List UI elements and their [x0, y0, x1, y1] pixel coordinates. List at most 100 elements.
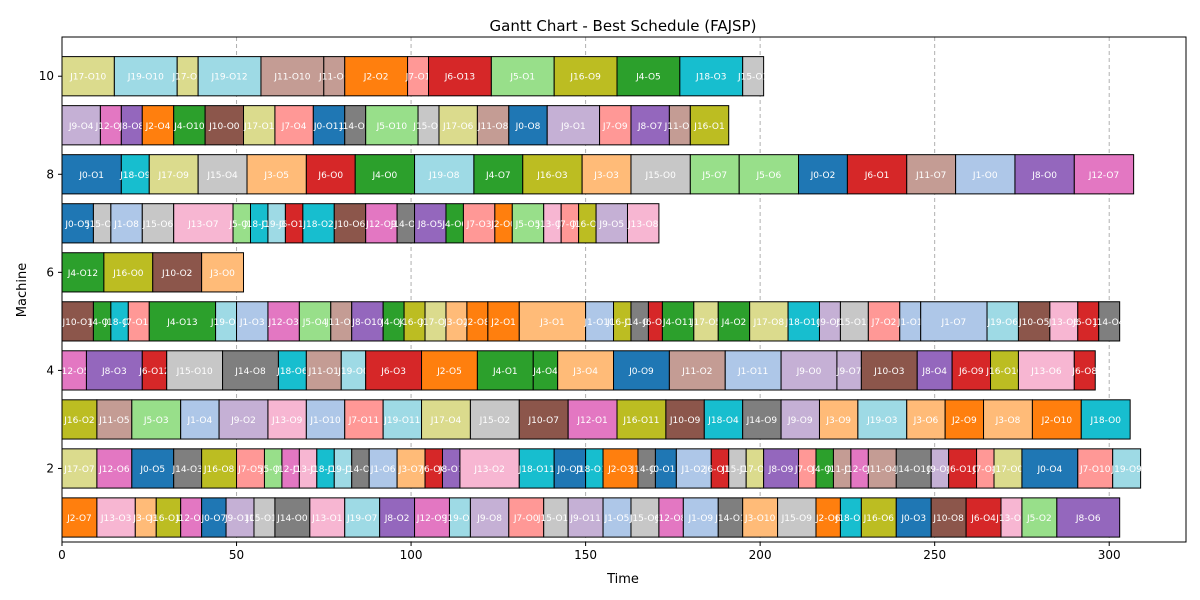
x-tick-label: 0 — [58, 548, 66, 562]
gantt-bar-label: J1-O0 — [972, 171, 998, 181]
gantt-bar-label: J18-O12 — [575, 465, 612, 475]
gantt-bar-label: J0-O11 — [313, 122, 344, 132]
gantt-bar — [724, 350, 782, 391]
gantt-bar-label: J12-O4 — [274, 465, 306, 475]
gantt-bar-label: J14-O5 — [339, 122, 370, 132]
gantt-bar-label: J15-O11 — [245, 514, 282, 524]
gantt-bar — [1021, 497, 1058, 538]
gantt-bar — [518, 399, 569, 440]
gantt-bar-label: J4-O7 — [485, 171, 511, 181]
gantt-bar-label: J15-O11 — [835, 318, 872, 328]
gantt-bar — [599, 105, 632, 146]
gantt-bar-label: J16-O10 — [985, 367, 1022, 377]
x-tick-label: 300 — [1098, 548, 1121, 562]
gantt-bar — [1080, 399, 1131, 440]
gantt-bar-label: J19-O6 — [987, 318, 1019, 328]
gantt-bar-label: J10-O0 — [208, 122, 240, 132]
gantt-bar-label: J16-O3 — [536, 171, 567, 181]
gantt-bar — [1112, 448, 1142, 489]
gantt-bar-label: J2-O1 — [490, 318, 516, 328]
gantt-bar — [511, 203, 545, 244]
gantt-bar — [414, 203, 447, 244]
gantt-bar — [473, 154, 524, 195]
gantt-bar-label: J16-O6 — [863, 514, 895, 524]
gantt-bar-label: J2-O0 — [490, 220, 516, 230]
gantt-bar-label: J17-O2 — [419, 318, 450, 328]
gantt-bar — [110, 203, 143, 244]
gantt-bar-label: J12-O8 — [95, 122, 127, 132]
gantt-bar — [717, 301, 751, 342]
gantt-bar — [204, 105, 245, 146]
gantt-bar-label: J12-O3 — [267, 318, 298, 328]
gantt-bar — [274, 497, 311, 538]
x-tick-label: 150 — [574, 548, 597, 562]
gantt-bar-label: J13-O4 — [536, 220, 568, 230]
gantt-bar — [616, 399, 667, 440]
gantt-bar — [948, 448, 978, 489]
gantt-bar-label: J11-O4 — [866, 465, 898, 475]
gantt-bar — [344, 399, 384, 440]
gantt-bar — [658, 497, 684, 538]
gantt-bar-label: J11-O10 — [273, 73, 310, 83]
gantt-bar-label: J17-O3 — [171, 73, 202, 83]
gantt-bar-label: J13-O3 — [292, 465, 323, 475]
gantt-bar-label: J0-O1 — [78, 171, 104, 181]
gantt-bar — [152, 252, 203, 293]
gantt-bar — [1031, 399, 1082, 440]
gantt-bar-label: J18-O10 — [785, 318, 822, 328]
gantt-bar-label: J13-O7 — [187, 220, 218, 230]
gantt-bar — [846, 154, 908, 195]
gantt-bar — [567, 497, 604, 538]
gantt-bar-label: J19-O7 — [327, 465, 358, 475]
gantt-bar-label: J17-O7 — [63, 465, 94, 475]
gantt-bar-label: J17-O4 — [430, 416, 462, 426]
gantt-bar-label: J6-O10 — [704, 465, 736, 475]
gantt-bar-label: J12-O7 — [1088, 171, 1119, 181]
gantt-bar — [305, 154, 356, 195]
gantt-bar — [581, 154, 632, 195]
gantt-bar-label: J18-O11 — [518, 465, 555, 475]
gantt-bar-label: J17-O8 — [753, 318, 785, 328]
gantt-bar-label: J6-O3 — [380, 367, 406, 377]
gantt-bar-label: J6-O2 — [642, 318, 668, 328]
gantt-bar — [379, 497, 416, 538]
gantt-bar — [703, 399, 744, 440]
gantt-bar-label: J11-O3 — [664, 122, 695, 132]
gantt-bar-label: J14-O0 — [276, 514, 308, 524]
gantt-bar-label: J17-O9 — [157, 171, 189, 181]
gantt-bar-label: J19-O4 — [210, 318, 242, 328]
gantt-bar-label: J14-O1 — [714, 514, 745, 524]
gantt-bar — [148, 301, 217, 342]
y-tick-label: 10 — [39, 69, 54, 83]
gantt-bar-label: J9-O11 — [569, 514, 600, 524]
gantt-bar — [103, 252, 154, 293]
gantt-bar-label: J1-O10 — [309, 416, 341, 426]
gantt-bar — [354, 154, 416, 195]
gantt-bar-label: J8-O3 — [101, 367, 127, 377]
gantt-bar — [763, 448, 800, 489]
gantt-bar-label: J7-O6 — [557, 220, 583, 230]
gantt-bar-label: J16-O7 — [571, 220, 602, 230]
gantt-bar-label: J17-O1 — [243, 122, 274, 132]
gantt-bar-label: J6-O12 — [138, 367, 169, 377]
gantt-bar-label: J18-O5 — [835, 514, 866, 524]
gantt-bar — [895, 448, 932, 489]
gantt-bar-label: J5-O9 — [260, 465, 286, 475]
gantt-bar-label: J11-O0 — [318, 73, 350, 83]
gantt-bar-label: J6-O11 — [1072, 318, 1103, 328]
gantt-bar — [543, 497, 569, 538]
gantt-bar-label: J1-O7 — [941, 318, 967, 328]
gantt-bar-label: J8-O10 — [351, 318, 383, 328]
gantt-bar — [141, 105, 175, 146]
gantt-bar — [1021, 448, 1079, 489]
y-tick-label: 4 — [46, 363, 54, 377]
gantt-bar-label: J9-O9 — [787, 416, 813, 426]
gantt-bar-label: J7-O12 — [123, 318, 154, 328]
gantt-bar-label: J0-O5 — [139, 465, 165, 475]
gantt-bar — [173, 105, 206, 146]
gantt-bar — [61, 105, 101, 146]
gantt-bar — [951, 350, 992, 391]
gantt-bar-label: J4-O3 — [89, 318, 115, 328]
gantt-bar-label: J15-O0 — [644, 171, 676, 181]
gantt-bar-label: J19-O5 — [444, 514, 475, 524]
